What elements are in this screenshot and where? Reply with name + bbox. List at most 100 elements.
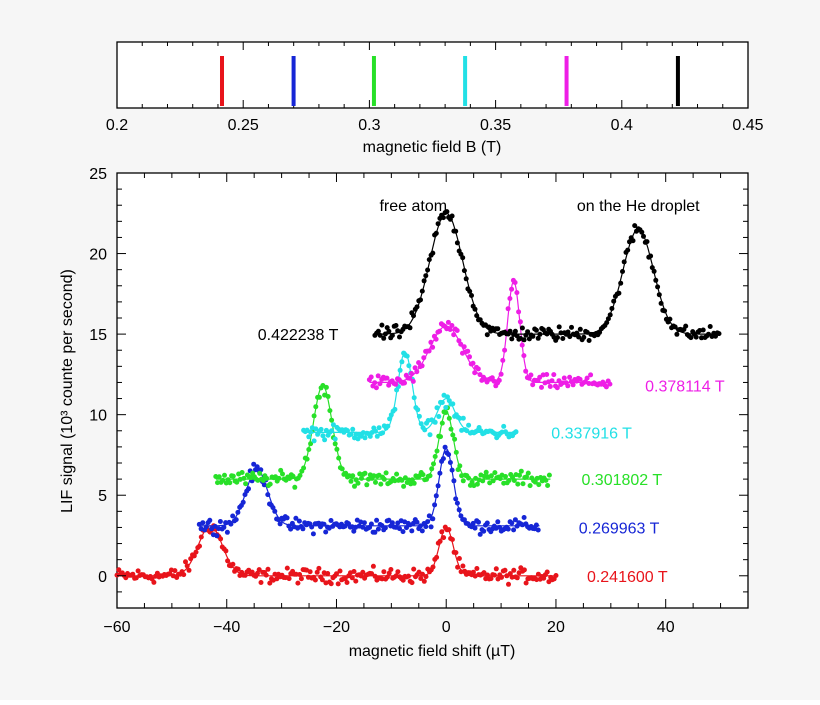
data-point: [352, 483, 357, 489]
top-x-tick-label: 0.2: [106, 117, 128, 134]
data-point: [448, 426, 454, 432]
data-point: [280, 471, 285, 477]
data-point: [444, 209, 450, 215]
data-point: [362, 435, 368, 441]
data-point: [421, 278, 427, 284]
data-point: [404, 353, 410, 359]
data-point: [421, 355, 427, 361]
data-point: [203, 524, 209, 530]
top-marker-group: [219, 56, 680, 106]
data-point: [498, 371, 504, 377]
data-point: [218, 536, 224, 542]
data-point: [560, 380, 565, 386]
data-point: [419, 288, 425, 294]
data-point: [329, 417, 335, 423]
data-point: [667, 316, 673, 322]
data-point: [501, 423, 507, 429]
data-point: [409, 371, 414, 376]
data-point: [355, 436, 361, 442]
data-point: [450, 401, 456, 407]
data-point: [384, 574, 390, 580]
data-point: [649, 265, 655, 271]
data-point: [517, 472, 522, 478]
data-point: [560, 336, 566, 341]
data-point: [406, 573, 411, 579]
top-x-tick-label: 0.35: [480, 117, 511, 134]
data-point: [382, 525, 388, 531]
data-point: [581, 334, 587, 340]
data-point: [470, 360, 476, 366]
data-point: [370, 563, 376, 569]
data-point: [364, 482, 370, 488]
top-x-tick-label: 0.4: [611, 117, 633, 134]
data-point: [455, 564, 461, 570]
data-point: [234, 479, 240, 485]
data-point: [267, 580, 273, 586]
data-point: [172, 568, 178, 574]
data-point: [460, 255, 466, 261]
data-point: [521, 337, 527, 343]
data-point: [402, 380, 407, 386]
top-x-tick-label: 0.45: [732, 117, 763, 134]
data-point: [543, 477, 549, 483]
data-point: [509, 336, 515, 342]
data-point: [604, 320, 610, 326]
data-point: [313, 404, 319, 410]
data-point: [277, 521, 283, 527]
data-point: [472, 370, 478, 376]
data-point: [477, 372, 483, 378]
data-point: [526, 336, 532, 342]
data-point: [495, 519, 501, 525]
data-point: [235, 509, 241, 515]
data-point: [154, 570, 160, 576]
data-point: [414, 304, 420, 310]
x-tick-label: 40: [657, 619, 675, 636]
data-point: [343, 470, 349, 476]
data-point: [512, 280, 518, 285]
data-point: [450, 432, 456, 438]
data-point: [441, 535, 447, 541]
data-point: [551, 372, 557, 378]
data-point: [414, 519, 420, 525]
data-point: [437, 538, 443, 544]
data-point: [434, 448, 440, 454]
series-group: [114, 209, 722, 587]
data-point: [474, 566, 480, 571]
x-tick-label: −40: [213, 619, 240, 636]
data-point: [373, 385, 379, 391]
data-point: [453, 449, 459, 455]
data-point: [243, 481, 249, 487]
data-point: [214, 533, 220, 539]
data-point: [574, 330, 580, 336]
data-point: [439, 420, 445, 426]
data-point: [488, 473, 494, 479]
data-point: [325, 571, 331, 576]
data-point: [470, 520, 476, 526]
top-x-axis-label: magnetic field B (T): [363, 139, 502, 156]
data-point: [297, 572, 303, 577]
data-point: [460, 415, 466, 421]
data-point: [368, 521, 374, 527]
data-point: [151, 579, 157, 585]
data-point: [576, 334, 582, 340]
data-point: [373, 479, 378, 485]
data-point: [518, 468, 524, 474]
data-point: [392, 406, 398, 412]
data-point: [519, 342, 525, 348]
data-point: [511, 527, 517, 533]
data-point: [251, 461, 257, 467]
data-point: [334, 571, 339, 577]
data-point: [353, 578, 359, 584]
data-point: [241, 475, 247, 481]
data-point: [393, 381, 399, 387]
data-point: [439, 529, 445, 535]
data-point: [411, 480, 417, 486]
data-point: [261, 482, 267, 488]
data-point: [523, 580, 529, 586]
data-point: [503, 474, 508, 479]
data-point: [415, 407, 421, 413]
data-point: [577, 376, 583, 382]
data-point: [223, 520, 229, 526]
data-point: [407, 375, 413, 381]
data-point: [514, 575, 520, 581]
